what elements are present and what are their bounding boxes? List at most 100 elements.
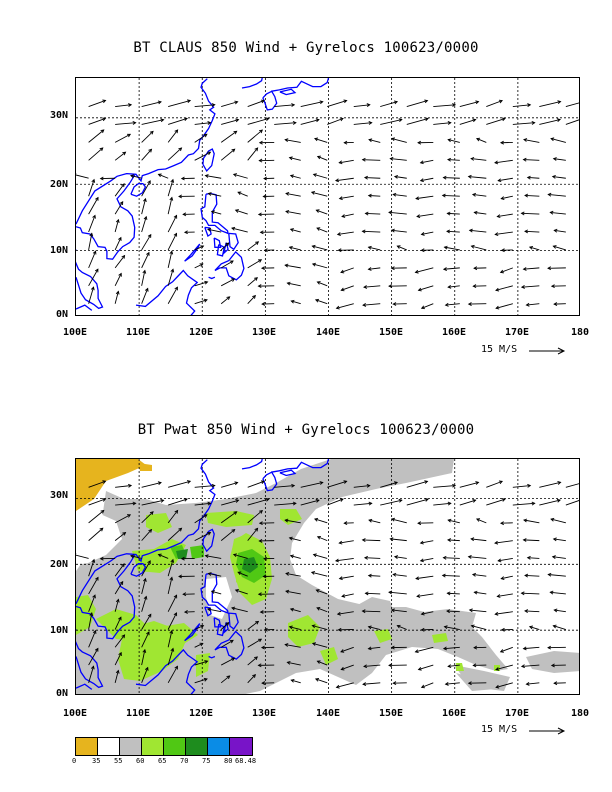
panel2-wind-vector	[210, 590, 222, 595]
panel2-wind-vector	[310, 571, 328, 577]
panel2-wind-vector	[343, 521, 354, 526]
panel1-wind-vector	[363, 285, 381, 289]
panel2-lat-10n: 10N	[49, 625, 68, 636]
panel1-lon-140e: 140E	[315, 327, 341, 338]
panel1-wind-vector	[194, 151, 212, 161]
panel1-wind-vector	[141, 197, 147, 215]
panel2-wind-vector	[361, 609, 381, 614]
panel1-wind-vector	[247, 99, 265, 107]
panel1-grid	[76, 78, 579, 315]
panel2-wind-vector	[486, 480, 504, 488]
panel2-wind-vector	[565, 500, 579, 506]
panel1-wind-vector	[512, 103, 532, 107]
panel2-wind-vector	[114, 616, 122, 630]
panel2-wind-vector	[338, 540, 354, 545]
panel1-wind-vector	[441, 193, 460, 198]
panel1-wind-vector	[88, 99, 107, 107]
panel1-wind-vector	[495, 285, 513, 292]
panel2-wind-vector	[390, 517, 407, 524]
panel2-wind-vector	[221, 499, 240, 506]
panel2-wind-vector	[182, 592, 195, 597]
panel2-wind-vectors	[76, 480, 579, 689]
panel2-wind-vector	[167, 558, 175, 577]
panel1-reference-label: 15 M/S	[481, 344, 518, 355]
panel2-wind-vector	[289, 607, 301, 613]
panel2-wind-vector	[207, 607, 222, 613]
panel1-wind-vector	[274, 103, 296, 107]
panel1-lon-100e: 100E	[62, 327, 88, 338]
panel1-wind-vector	[114, 183, 125, 197]
panel2-wind-vector	[221, 481, 239, 488]
panel1-wind-vector	[415, 195, 434, 201]
panel1-wind-vector	[500, 195, 513, 200]
panel2-wind-vector	[470, 624, 487, 630]
panel2-wind-vector	[416, 593, 434, 598]
panel1-wind-vector	[288, 156, 301, 161]
panel2-wind-vector	[141, 613, 152, 630]
panel2-wind-vector	[475, 518, 487, 524]
panel2-coastline-segment	[241, 459, 263, 470]
panel2-wind-vector	[247, 674, 256, 684]
panel2-wind-vector	[396, 624, 407, 630]
panel1-wind-vector	[316, 281, 328, 287]
panel1-wind-vector	[471, 192, 487, 197]
panel1-wind-vector	[341, 213, 354, 218]
panel1-wind-vector	[550, 284, 566, 289]
panel1-wind-vector	[263, 248, 275, 253]
panel1-wind-vector	[446, 211, 460, 216]
panel2-lon-150e: 150E	[378, 708, 404, 719]
panel2-wind-vector	[220, 621, 230, 630]
panel1-wind-vector	[334, 177, 354, 183]
panel1-wind-vector	[310, 191, 328, 197]
panel2-coastline-segment	[214, 630, 245, 660]
panel1-wind-vector	[285, 192, 301, 197]
panel1-coastline-segment	[76, 249, 104, 310]
panel2-lon-120e: 120E	[188, 708, 214, 719]
panel2-wind-vector	[114, 563, 125, 577]
panel1-wind-vector	[207, 192, 222, 197]
panel2-wind-vector	[433, 501, 452, 506]
panel2-wind-vector	[88, 576, 99, 595]
panel1-coastline-segment	[228, 232, 239, 251]
panel2-wind-vector	[459, 481, 480, 488]
panel2-wind-vector	[314, 677, 328, 684]
panel2-wind-vector	[167, 527, 183, 541]
panel2-wind-vector	[392, 681, 407, 686]
panel2-wind-vector	[414, 646, 434, 654]
panel1-wind-vector	[361, 157, 381, 162]
panel2-wind-vector	[539, 498, 561, 506]
panel2-wind-vector	[141, 577, 147, 595]
panel1-wind-vector	[88, 178, 96, 197]
panel2-wind-vector	[220, 657, 236, 666]
panel1-wind-vector	[316, 227, 328, 233]
panel2-wind-vector	[260, 645, 275, 650]
panel1-wind-vector	[550, 137, 566, 143]
panel2-reference-label: 15 M/S	[481, 724, 518, 735]
panel2-wind-vector	[88, 498, 107, 506]
panel1-wind-vector	[367, 193, 381, 198]
panel1-wind-vector	[76, 173, 89, 179]
panel2-wind-vector	[340, 646, 354, 653]
panel1-wind-vector	[380, 100, 399, 107]
panel2-coastline-segment	[262, 471, 278, 492]
panel2-wind-vector	[367, 625, 381, 630]
panel1-wind-vector	[446, 229, 460, 234]
panel2-wind-vector	[528, 625, 540, 630]
panel2-wind-vector	[443, 625, 460, 630]
panel1-wind-vector	[167, 250, 174, 268]
panel2-wind-vector	[337, 627, 354, 632]
panel2-wind-vector	[290, 678, 301, 684]
panel2-wind-vector	[496, 593, 513, 598]
panel2-wind-vector	[115, 483, 133, 488]
panel2-wind-vector	[523, 518, 540, 524]
panel1-wind-vector	[512, 121, 536, 125]
panel1-wind-vector	[220, 296, 231, 305]
panel2-wind-vector	[180, 556, 195, 561]
panel2-wind-vector	[232, 553, 248, 559]
panel2-wind-vector	[274, 501, 297, 506]
panel1-wind-vector	[88, 250, 97, 269]
panel2-wind-vector	[88, 612, 94, 630]
panel1-wind-vector	[473, 266, 487, 271]
panel1-wind-vector	[237, 191, 248, 197]
panel2-wind-vector	[549, 590, 566, 595]
